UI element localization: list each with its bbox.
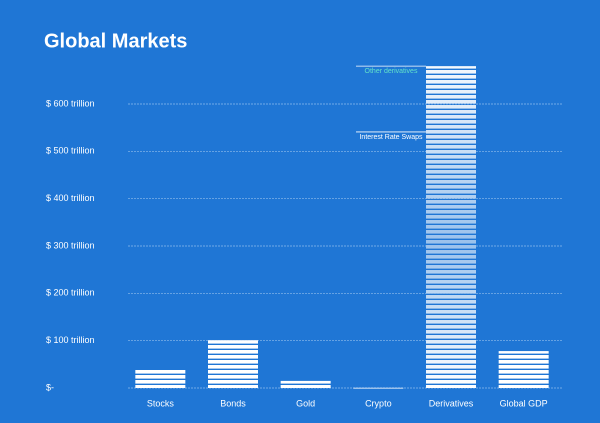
y-tick-label: $ 600 trillion xyxy=(46,98,95,108)
y-tick-label: $ 200 trillion xyxy=(46,288,95,298)
bar xyxy=(208,340,258,388)
annotation-text: Other derivatives xyxy=(364,68,418,76)
bar xyxy=(353,387,404,389)
bar xyxy=(498,351,549,388)
y-tick-label: $- xyxy=(46,382,54,392)
y-tick-label: $ 100 trillion xyxy=(46,335,95,345)
x-tick-label: Bonds xyxy=(220,398,246,408)
y-tick-label: $ 400 trillion xyxy=(46,193,95,203)
bar xyxy=(135,369,186,388)
x-tick-label: Derivatives xyxy=(429,398,474,408)
x-tick-label: Gold xyxy=(296,398,315,408)
annotation: Other derivatives xyxy=(364,68,418,76)
annotation: Interest Rate Swaps xyxy=(359,133,423,141)
x-tick-label: Stocks xyxy=(147,398,175,408)
bar-shade xyxy=(426,66,476,388)
x-tick-label: Global GDP xyxy=(500,398,548,408)
annotation-text: Interest Rate Swaps xyxy=(359,133,423,141)
chart-title: Global Markets xyxy=(44,30,187,52)
y-tick-label: $ 500 trillion xyxy=(46,146,95,156)
bar xyxy=(280,380,331,388)
x-tick-label: Crypto xyxy=(365,398,392,408)
y-tick-label: $ 300 trillion xyxy=(46,240,95,250)
